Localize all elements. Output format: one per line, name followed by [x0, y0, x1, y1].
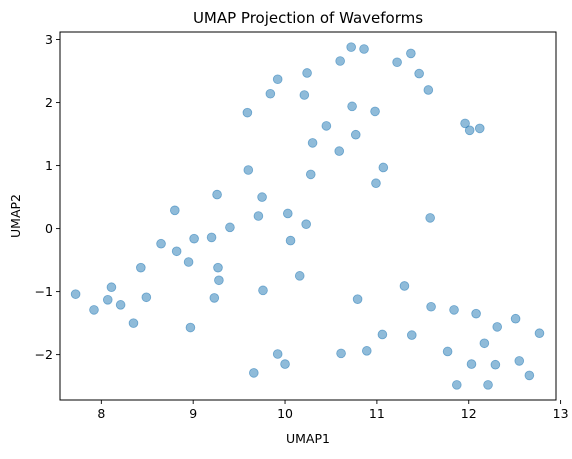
axes-frame: [59, 31, 557, 401]
y-tick-label: −1: [35, 284, 53, 299]
data-point: [102, 295, 113, 305]
data-point: [106, 282, 117, 293]
data-point: [265, 88, 276, 99]
data-point: [371, 178, 381, 189]
data-point: [70, 289, 81, 299]
data-point: [258, 285, 268, 296]
y-tick-label: −2: [35, 347, 53, 362]
data-point: [490, 359, 501, 370]
data-point: [214, 275, 224, 286]
data-point: [426, 301, 436, 312]
x-axis-label: UMAP1: [286, 431, 330, 446]
x-tick-label: 12: [461, 406, 477, 421]
data-point: [209, 293, 220, 303]
data-point: [185, 322, 196, 333]
data-point: [378, 162, 389, 173]
data-point: [272, 74, 283, 85]
data-point: [370, 106, 380, 117]
data-point: [285, 235, 296, 246]
chart-title: UMAP Projection of Waveforms: [193, 9, 423, 27]
data-point: [466, 359, 477, 369]
data-point: [294, 271, 305, 281]
data-point: [301, 219, 311, 229]
y-ticks: −2 −1 0 1 2 3: [35, 32, 60, 362]
data-point: [249, 368, 259, 378]
data-point: [307, 138, 318, 148]
data-point: [141, 292, 152, 303]
data-point: [425, 213, 435, 223]
data-point: [225, 222, 235, 233]
data-point: [474, 123, 485, 134]
data-point: [442, 346, 453, 357]
data-point: [302, 68, 312, 78]
data-point: [534, 328, 545, 339]
data-point: [170, 205, 180, 216]
data-point: [514, 356, 525, 366]
x-ticks: 8 9 10 11 12 13: [97, 400, 569, 421]
data-point: [464, 125, 475, 136]
x-tick-label: 13: [553, 406, 569, 421]
data-point: [346, 42, 356, 52]
data-point: [423, 85, 434, 95]
x-tick-label: 10: [277, 406, 293, 421]
data-point: [212, 189, 222, 200]
x-tick-label: 11: [369, 406, 385, 421]
data-point: [359, 44, 369, 54]
data-point: [479, 338, 490, 349]
y-tick-label: 1: [45, 158, 53, 173]
data-point: [189, 233, 199, 244]
data-point: [305, 169, 316, 180]
data-point: [171, 246, 182, 257]
data-point: [242, 107, 253, 118]
data-point: [414, 68, 424, 79]
data-point: [492, 322, 503, 332]
data-point: [183, 257, 194, 267]
data-point: [336, 348, 346, 359]
data-point: [406, 330, 417, 340]
y-axis-label: UMAP2: [8, 194, 23, 238]
data-point: [361, 346, 372, 356]
data-point: [115, 300, 126, 310]
data-point: [399, 281, 410, 291]
data-point: [136, 262, 146, 273]
data-point: [280, 359, 290, 369]
data-point: [282, 208, 293, 219]
data-point: [206, 232, 217, 243]
data-point: [257, 192, 267, 202]
data-point: [89, 305, 99, 315]
data-point: [350, 129, 361, 140]
data-point: [334, 146, 345, 156]
data-point: [406, 48, 416, 59]
y-tick-label: 3: [45, 32, 53, 47]
data-point: [449, 305, 459, 315]
points-layer: [70, 42, 545, 390]
x-tick-label: 8: [97, 406, 105, 421]
data-point: [460, 118, 470, 129]
data-point: [510, 313, 521, 324]
data-point: [335, 56, 345, 66]
y-tick-label: 0: [45, 221, 53, 236]
data-point: [128, 318, 139, 328]
data-point: [451, 380, 462, 390]
data-point: [213, 262, 223, 273]
data-point: [524, 370, 535, 381]
data-point: [377, 329, 388, 340]
data-point: [272, 349, 283, 359]
data-point: [253, 211, 264, 221]
data-point: [243, 165, 254, 175]
data-point: [347, 101, 357, 112]
data-point: [321, 121, 332, 131]
data-point: [483, 380, 493, 390]
x-tick-label: 9: [189, 406, 197, 421]
data-point: [392, 57, 402, 68]
y-tick-label: 2: [45, 95, 53, 110]
data-point: [156, 238, 166, 249]
data-point: [471, 308, 481, 319]
data-point: [352, 294, 363, 304]
data-point: [299, 90, 310, 100]
